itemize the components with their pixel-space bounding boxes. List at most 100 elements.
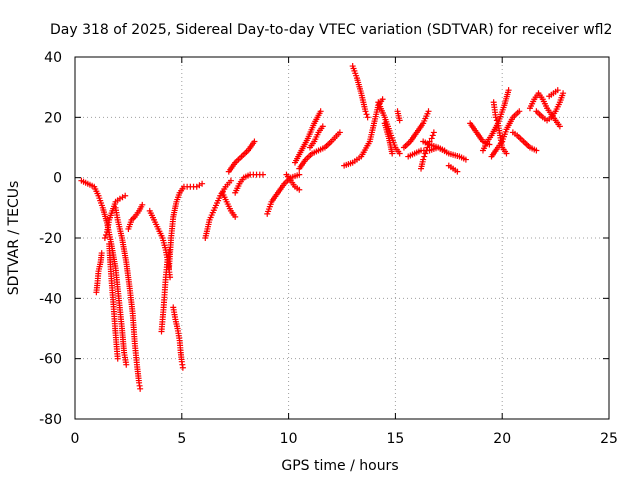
data-point (168, 216, 177, 241)
series-arc-6 (125, 201, 146, 232)
series-arc-19 (306, 123, 326, 151)
data-point (161, 276, 169, 296)
data-point (321, 139, 333, 151)
data-point (177, 349, 185, 363)
data-point (394, 108, 403, 122)
data-point (253, 171, 263, 178)
data-point (420, 110, 431, 127)
data-point (499, 128, 509, 145)
series-arc-12 (219, 189, 239, 220)
series-arc-17 (292, 108, 324, 166)
data-point (298, 137, 310, 154)
data-point (548, 110, 558, 121)
data-point (315, 125, 325, 136)
data-point (232, 182, 242, 196)
data-point (121, 349, 129, 366)
data-point (202, 219, 213, 241)
data-point (556, 123, 563, 130)
data-point (107, 259, 115, 284)
data-point (429, 129, 437, 139)
data-point (170, 200, 180, 220)
data-marks (78, 63, 567, 392)
series-arc-24 (394, 108, 403, 124)
data-point (319, 123, 326, 130)
data-point (533, 108, 545, 119)
data-point (388, 132, 398, 149)
data-point (176, 337, 184, 354)
data-point (450, 165, 459, 174)
data-point (445, 162, 454, 171)
data-point (133, 361, 142, 384)
data-point (473, 129, 485, 143)
data-point (137, 385, 144, 392)
data-point (146, 207, 156, 221)
data-point (381, 114, 394, 137)
x-tick-label: 0 (71, 431, 80, 447)
data-point (159, 235, 169, 251)
axis-ticks: 0 5 10 15 20 25 -80 -60 -40 -20 0 20 40 (39, 50, 618, 447)
data-point (268, 191, 280, 205)
data-point (428, 135, 435, 142)
data-point (539, 96, 549, 110)
data-point (535, 90, 545, 101)
data-point (187, 183, 197, 190)
chart-title: Day 318 of 2025, Sidereal Day-to-day VTE… (50, 22, 612, 38)
data-point (225, 161, 237, 175)
data-point (151, 216, 161, 230)
data-point (122, 192, 129, 199)
y-tick-label: -60 (39, 352, 62, 368)
data-point (425, 108, 432, 115)
data-point (292, 183, 301, 192)
data-point (274, 182, 287, 196)
data-point (418, 165, 425, 172)
data-point (109, 201, 118, 214)
data-point (136, 379, 143, 389)
data-point (180, 183, 191, 190)
data-point (400, 139, 412, 151)
series-arc-28 (418, 129, 437, 172)
data-point (479, 138, 491, 147)
data-point (488, 146, 500, 160)
data-point (396, 117, 403, 124)
data-point (396, 150, 403, 157)
data-point (546, 91, 555, 100)
x-tick-label: 15 (386, 431, 404, 447)
data-point (550, 88, 559, 97)
series-arc-9 (165, 180, 206, 272)
data-point (490, 99, 499, 118)
data-point (364, 114, 371, 121)
data-point (411, 148, 422, 157)
data-point (296, 158, 308, 172)
series-arc-30 (467, 120, 493, 148)
data-point (520, 138, 532, 149)
series-arc-3 (101, 192, 129, 241)
data-point (287, 172, 301, 181)
data-point (292, 149, 304, 166)
data-point (296, 186, 303, 193)
data-point (484, 134, 494, 145)
data-point (114, 355, 121, 362)
series-arc-31 (479, 87, 512, 154)
data-point (462, 156, 469, 163)
data-point (371, 104, 381, 127)
data-point (227, 177, 234, 184)
data-point (131, 209, 141, 220)
data-point (245, 140, 257, 154)
data-point (509, 129, 519, 137)
data-point (349, 63, 360, 79)
data-point (98, 250, 105, 257)
series-arc-5 (112, 204, 144, 392)
series-arc-29 (445, 162, 461, 175)
data-point (420, 138, 431, 147)
data-point (106, 210, 115, 223)
data-point (238, 149, 250, 160)
data-point (362, 108, 370, 118)
data-point (328, 131, 342, 145)
data-point (118, 235, 129, 263)
data-point (349, 155, 363, 166)
data-point (317, 108, 324, 115)
data-point (309, 148, 320, 157)
data-point (435, 144, 446, 153)
data-point (421, 150, 429, 160)
